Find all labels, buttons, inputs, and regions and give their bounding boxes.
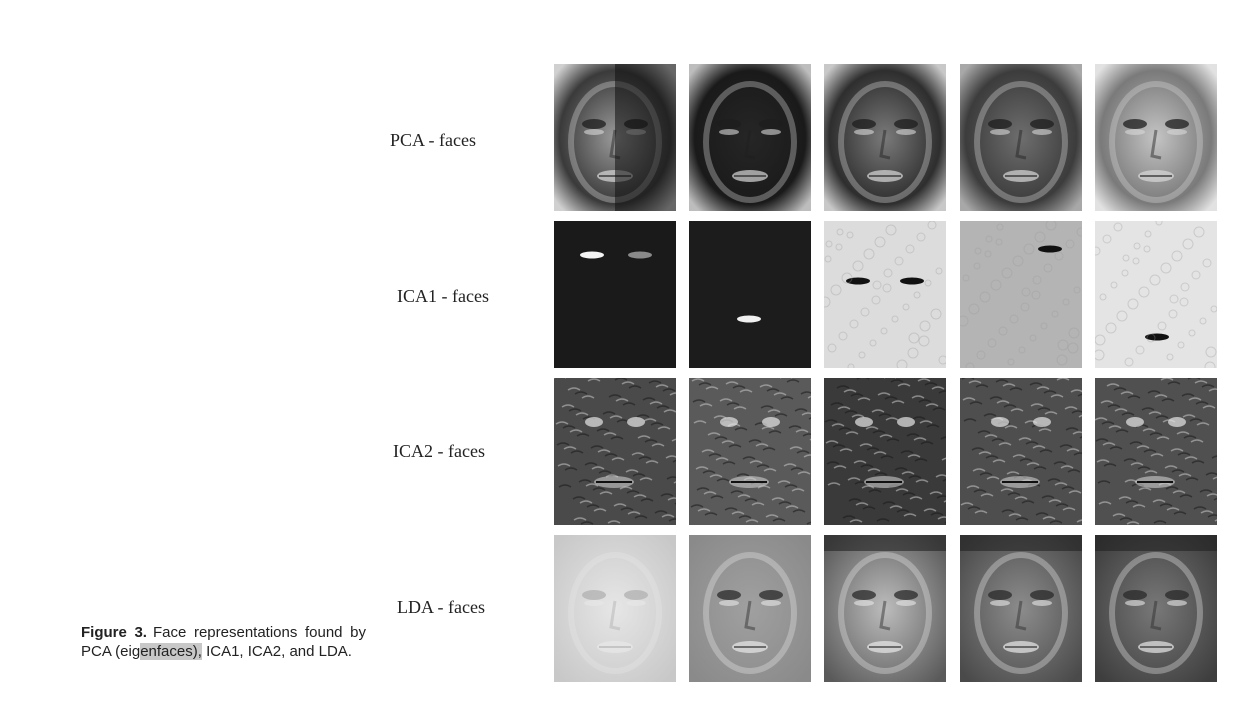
face-image-ica1-1 — [554, 221, 676, 368]
face-image-lda-5 — [1095, 535, 1217, 682]
face-image-ica2-3 — [824, 378, 946, 525]
face-image-ica2-2 — [689, 378, 811, 525]
caption-highlight: enfaces), — [140, 643, 202, 660]
row-label-pca: PCA - faces — [390, 130, 476, 150]
row-label-ica1: ICA1 - faces — [397, 286, 489, 306]
row-label-ica2: ICA2 - faces — [393, 441, 485, 461]
face-image-pca-1 — [554, 64, 676, 211]
face-image-ica1-3 — [824, 221, 946, 368]
face-image-ica2-4 — [960, 378, 1082, 525]
face-image-pca-5 — [1095, 64, 1217, 211]
face-image-pca-3 — [824, 64, 946, 211]
figure-number: Figure 3. — [81, 624, 147, 641]
face-image-ica2-1 — [554, 378, 676, 525]
face-image-pca-4 — [960, 64, 1082, 211]
face-image-lda-1 — [554, 535, 676, 682]
face-image-lda-4 — [960, 535, 1082, 682]
face-image-pca-2 — [689, 64, 811, 211]
face-image-ica1-4 — [960, 221, 1082, 368]
face-image-lda-2 — [689, 535, 811, 682]
face-image-ica2-5 — [1095, 378, 1217, 525]
figure-caption: Figure 3. Face representations found by P… — [81, 623, 366, 661]
caption-text-end: ICA1, ICA2, and LDA. — [201, 643, 352, 660]
face-image-lda-3 — [824, 535, 946, 682]
face-image-ica1-2 — [689, 221, 811, 368]
face-image-ica1-5 — [1095, 221, 1217, 368]
row-label-lda: LDA - faces — [397, 597, 485, 617]
caption-text-start: Face representations found by PCA (eig — [81, 624, 367, 660]
